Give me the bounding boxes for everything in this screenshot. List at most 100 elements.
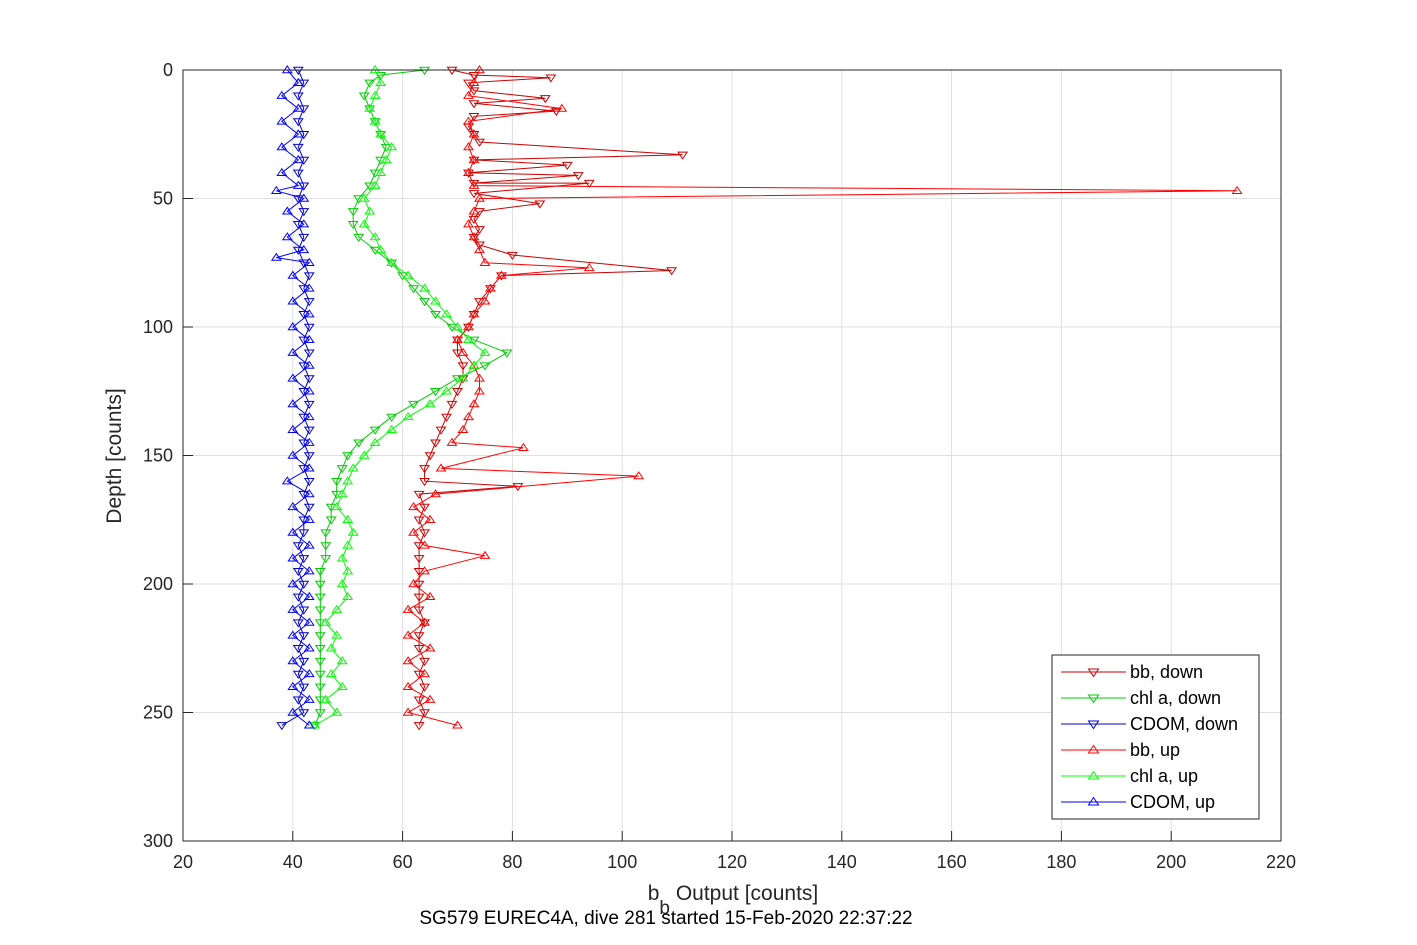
data-point xyxy=(556,103,568,112)
data-point xyxy=(303,349,315,358)
data-point xyxy=(441,309,452,318)
data-point xyxy=(364,103,376,112)
data-point xyxy=(479,550,491,559)
series-chl-a-up xyxy=(309,65,491,729)
data-point xyxy=(386,413,398,422)
data-point xyxy=(430,439,441,448)
data-point xyxy=(303,591,315,601)
legend-item: bb, down xyxy=(1061,662,1203,682)
data-point xyxy=(468,179,480,189)
legend-box xyxy=(1051,654,1260,820)
data-point xyxy=(419,298,430,307)
data-point xyxy=(424,399,436,408)
data-point xyxy=(413,722,425,731)
legend-marker xyxy=(1087,720,1100,730)
data-point xyxy=(463,219,474,228)
y-tick-label: 0 xyxy=(163,60,173,80)
data-point xyxy=(347,527,359,536)
data-point xyxy=(386,424,398,433)
series-bb-up xyxy=(402,65,1243,729)
data-point xyxy=(424,514,436,523)
data-point xyxy=(314,657,326,667)
series-line xyxy=(314,69,486,726)
data-point xyxy=(314,580,326,589)
legend-item: bb, up xyxy=(1061,740,1180,760)
data-point xyxy=(292,118,304,127)
data-point xyxy=(402,604,414,613)
data-point xyxy=(677,151,689,160)
data-point xyxy=(572,172,584,181)
data-point xyxy=(457,347,469,356)
data-point xyxy=(408,285,420,294)
data-point xyxy=(292,619,304,628)
data-point xyxy=(298,683,310,692)
data-point xyxy=(419,465,430,474)
data-point xyxy=(468,129,480,138)
chart-caption: SG579 EUREC4A, dive 281 started 15-Feb-2… xyxy=(419,908,912,929)
data-point xyxy=(314,670,326,679)
data-point xyxy=(452,336,463,345)
data-point xyxy=(358,450,370,459)
data-point xyxy=(281,476,293,485)
data-point xyxy=(303,566,315,575)
data-point xyxy=(550,107,562,117)
data-point xyxy=(336,579,348,588)
data-point xyxy=(325,668,337,678)
x-tick-label: 60 xyxy=(393,852,413,872)
data-point xyxy=(468,310,480,320)
data-point xyxy=(413,490,425,500)
data-point xyxy=(292,169,304,178)
data-point xyxy=(292,129,304,138)
data-point xyxy=(402,707,414,716)
data-point xyxy=(314,593,326,602)
data-point xyxy=(287,347,299,356)
data-point xyxy=(287,681,299,690)
data-point xyxy=(303,309,315,318)
data-point xyxy=(331,630,343,639)
data-point xyxy=(474,373,485,382)
data-point xyxy=(468,206,480,215)
data-point xyxy=(419,657,430,667)
legend-marker xyxy=(1087,744,1100,754)
data-point xyxy=(485,285,496,294)
data-point xyxy=(408,527,420,536)
data-point xyxy=(276,142,288,151)
data-point xyxy=(463,323,474,332)
x-axis-label: bb Output [counts] xyxy=(648,882,819,919)
data-point xyxy=(1231,185,1243,194)
x-tick-label: 140 xyxy=(827,852,857,872)
data-point xyxy=(539,95,551,104)
x-tick-label: 180 xyxy=(1046,852,1076,872)
data-point xyxy=(375,129,387,138)
data-point xyxy=(468,100,480,109)
data-point xyxy=(474,226,485,235)
data-point xyxy=(320,694,332,703)
data-point xyxy=(325,643,337,652)
data-point xyxy=(402,270,414,279)
data-point xyxy=(270,185,282,194)
data-point xyxy=(292,92,304,101)
data-point xyxy=(303,503,315,512)
data-point xyxy=(303,298,315,307)
data-point xyxy=(479,362,491,371)
data-point xyxy=(468,77,480,87)
data-point xyxy=(369,437,381,446)
data-point xyxy=(402,656,414,665)
data-point xyxy=(419,529,430,538)
x-tick-label: 20 xyxy=(173,852,193,872)
data-point xyxy=(303,720,315,729)
data-point xyxy=(276,167,288,176)
data-point xyxy=(474,138,485,147)
data-point xyxy=(419,478,430,487)
data-point xyxy=(402,681,414,690)
data-point xyxy=(298,529,310,538)
legend-marker xyxy=(1087,694,1100,704)
data-point xyxy=(424,591,436,601)
data-point xyxy=(292,154,304,164)
data-point xyxy=(468,233,480,243)
data-point xyxy=(485,283,496,292)
data-point xyxy=(276,722,288,731)
data-point xyxy=(292,143,304,153)
data-point xyxy=(633,471,645,480)
data-point xyxy=(501,349,513,358)
